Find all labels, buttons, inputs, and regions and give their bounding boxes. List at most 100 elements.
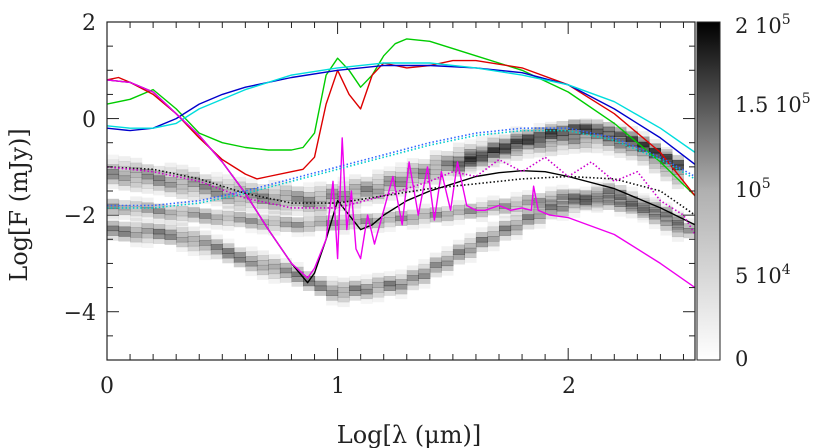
density-cell bbox=[164, 214, 177, 220]
density-cell bbox=[545, 133, 558, 140]
density-cell bbox=[107, 203, 120, 210]
density-cell bbox=[233, 207, 246, 213]
density-cell bbox=[625, 208, 638, 214]
density-cell bbox=[499, 230, 512, 236]
density-cell bbox=[487, 152, 500, 158]
density-cell bbox=[475, 161, 488, 167]
density-cell bbox=[602, 140, 615, 146]
colorbar-label-0-exp: 5 bbox=[782, 12, 791, 28]
density-cell bbox=[568, 148, 581, 154]
density-cell bbox=[452, 161, 465, 168]
density-cell bbox=[164, 234, 177, 240]
density-cell bbox=[268, 204, 281, 210]
density-cell bbox=[349, 193, 362, 200]
density-cell bbox=[452, 171, 465, 177]
density-cell bbox=[545, 128, 558, 135]
density-cell bbox=[326, 300, 339, 306]
density-cell bbox=[568, 188, 581, 194]
density-cell bbox=[556, 194, 569, 200]
density-cell bbox=[464, 161, 477, 167]
y-tick-label-0: 0 bbox=[82, 108, 96, 133]
density-cell bbox=[660, 230, 673, 236]
density-cell bbox=[487, 137, 500, 144]
density-cell bbox=[337, 191, 350, 197]
density-cell bbox=[556, 130, 569, 137]
density-cell bbox=[625, 140, 638, 146]
density-cell bbox=[326, 295, 339, 301]
density-cell bbox=[222, 253, 235, 259]
density-cell bbox=[187, 196, 200, 202]
density-cell bbox=[153, 208, 166, 214]
density-cell bbox=[303, 280, 316, 287]
density-cell bbox=[395, 288, 408, 295]
density-cell bbox=[579, 134, 592, 140]
density-cell bbox=[429, 169, 442, 175]
density-cell bbox=[591, 201, 604, 207]
density-cell bbox=[545, 121, 558, 128]
density-cell bbox=[660, 175, 673, 182]
density-cell bbox=[372, 174, 385, 180]
density-cell bbox=[648, 211, 661, 218]
density-cell bbox=[314, 280, 327, 287]
density-cell bbox=[487, 132, 500, 139]
density-cell bbox=[222, 248, 235, 254]
density-cell bbox=[383, 180, 396, 187]
density-cell bbox=[671, 212, 684, 218]
density-cell bbox=[360, 288, 373, 295]
density-cell bbox=[510, 220, 523, 226]
density-cell bbox=[510, 131, 523, 137]
density-cell bbox=[533, 213, 546, 219]
density-cell bbox=[660, 225, 673, 231]
density-cell bbox=[452, 259, 465, 265]
density-cell bbox=[303, 226, 316, 232]
density-cell bbox=[406, 219, 419, 225]
density-cell bbox=[602, 178, 615, 184]
density-cell bbox=[360, 274, 373, 280]
density-cell bbox=[383, 271, 396, 277]
x-tick-label-2: 2 bbox=[562, 374, 576, 399]
density-cell bbox=[464, 247, 477, 254]
density-cell bbox=[291, 262, 304, 268]
density-cell bbox=[233, 221, 246, 228]
density-cell bbox=[360, 196, 373, 202]
density-cell bbox=[187, 167, 200, 173]
density-cell bbox=[568, 143, 581, 149]
y-tick-label-neg2: −2 bbox=[64, 204, 96, 229]
density-cell bbox=[660, 166, 673, 172]
density-cell bbox=[233, 247, 246, 253]
density-cell bbox=[210, 239, 223, 245]
density-cell bbox=[452, 160, 465, 167]
density-cell bbox=[614, 206, 627, 212]
density-cell bbox=[545, 141, 558, 147]
density-cell bbox=[441, 270, 454, 276]
density-cell bbox=[545, 204, 558, 210]
density-cell bbox=[279, 209, 292, 216]
density-cell bbox=[418, 208, 431, 214]
colorbar-label-0: 2 105 bbox=[735, 12, 791, 38]
density-cell bbox=[176, 179, 189, 185]
density-cell bbox=[441, 255, 454, 262]
density-cell bbox=[625, 201, 638, 207]
density-cell bbox=[164, 239, 177, 245]
density-cell bbox=[395, 269, 408, 275]
density-cell bbox=[130, 157, 143, 164]
density-cell bbox=[602, 126, 615, 132]
axis-ticks bbox=[106, 21, 695, 361]
density-cell bbox=[406, 163, 419, 169]
density-cell bbox=[118, 185, 131, 191]
density-cell bbox=[164, 219, 177, 225]
density-cell bbox=[279, 258, 292, 264]
density-cell bbox=[533, 199, 546, 205]
density-cell bbox=[199, 179, 212, 185]
density-cell bbox=[499, 216, 512, 222]
svg-text:105: 105 bbox=[735, 176, 771, 202]
density-cell bbox=[141, 178, 154, 185]
density-cell bbox=[118, 156, 131, 162]
density-cell bbox=[303, 285, 316, 291]
density-cell bbox=[314, 276, 327, 282]
density-cell bbox=[118, 200, 131, 206]
density-cell bbox=[671, 155, 684, 161]
density-cell bbox=[303, 187, 316, 193]
density-cell bbox=[568, 119, 581, 125]
density-cell bbox=[164, 182, 177, 188]
